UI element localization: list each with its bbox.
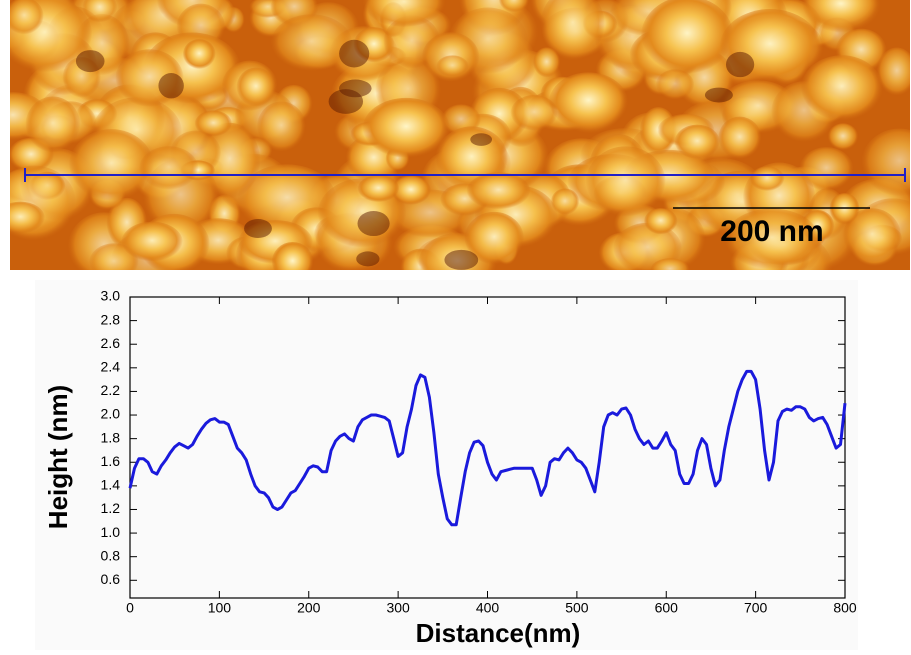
- pit: [470, 133, 493, 146]
- y-tick-label: 2.8: [101, 311, 121, 327]
- grain: [138, 146, 199, 193]
- grain: [643, 208, 678, 236]
- x-tick-label: 300: [386, 600, 410, 616]
- grain: [436, 55, 469, 78]
- scale-bar-label: 200 nm: [720, 215, 823, 248]
- grain: [861, 128, 910, 200]
- x-tick-label: 500: [565, 600, 589, 616]
- grain: [362, 97, 451, 161]
- pit: [158, 73, 184, 99]
- x-axis-label: Distance(nm): [416, 618, 581, 648]
- pit: [357, 210, 390, 237]
- grain: [82, 0, 118, 24]
- pit: [444, 249, 479, 270]
- grain: [390, 175, 431, 207]
- grain: [799, 147, 854, 193]
- grain: [674, 124, 721, 161]
- y-tick-label: 0.6: [101, 571, 121, 587]
- y-tick-label: 1.6: [101, 453, 121, 469]
- grain: [718, 116, 762, 162]
- grain: [585, 146, 666, 221]
- afm-image: [10, 0, 910, 270]
- grain: [236, 67, 276, 109]
- grain: [270, 14, 353, 75]
- x-tick-label: 200: [297, 600, 321, 616]
- grain: [842, 208, 902, 266]
- x-tick-label: 100: [208, 600, 232, 616]
- x-tick-label: 400: [476, 600, 500, 616]
- x-tick-label: 600: [655, 600, 679, 616]
- y-tick-label: 2.2: [101, 382, 121, 398]
- pit: [339, 39, 370, 68]
- grain: [362, 0, 446, 30]
- y-tick-label: 1.0: [101, 524, 121, 540]
- grain: [121, 221, 183, 264]
- y-axis-label: Height (nm): [43, 385, 73, 529]
- pit: [356, 251, 380, 267]
- grain: [464, 211, 525, 268]
- y-tick-label: 2.0: [101, 406, 121, 422]
- x-tick-label: 0: [126, 600, 134, 616]
- pit: [704, 87, 733, 103]
- y-tick-label: 2.4: [101, 359, 121, 375]
- grain: [829, 192, 860, 226]
- grain: [182, 39, 216, 71]
- grain: [256, 101, 306, 155]
- pit: [725, 51, 755, 78]
- grain: [271, 241, 314, 270]
- y-tick-label: 3.0: [101, 288, 121, 304]
- grain: [800, 55, 884, 124]
- grain: [466, 172, 531, 212]
- pit: [244, 219, 272, 239]
- grain: [10, 0, 44, 37]
- grain: [876, 47, 910, 99]
- grain: [640, 0, 734, 78]
- grain: [802, 0, 882, 36]
- y-tick-label: 1.8: [101, 429, 121, 445]
- pit: [328, 89, 364, 114]
- grain: [357, 175, 400, 204]
- grain: [827, 123, 859, 152]
- y-tick-label: 0.8: [101, 547, 121, 563]
- grain: [194, 110, 233, 138]
- x-tick-label: 700: [744, 600, 768, 616]
- grain: [723, 208, 820, 270]
- plot-background: [35, 280, 858, 650]
- y-tick-label: 1.2: [101, 500, 121, 516]
- grain: [548, 72, 629, 135]
- grain: [749, 166, 785, 193]
- grain: [498, 0, 530, 14]
- y-tick-label: 2.6: [101, 335, 121, 351]
- grain: [650, 258, 690, 270]
- grain: [25, 96, 81, 156]
- profile-curve: [128, 369, 847, 527]
- y-tick-label: 1.4: [101, 477, 121, 493]
- grain: [10, 201, 45, 236]
- grain: [68, 129, 154, 205]
- x-tick-label: 800: [833, 600, 857, 616]
- grain: [510, 94, 558, 133]
- grain: [540, 0, 606, 65]
- pit: [75, 50, 105, 73]
